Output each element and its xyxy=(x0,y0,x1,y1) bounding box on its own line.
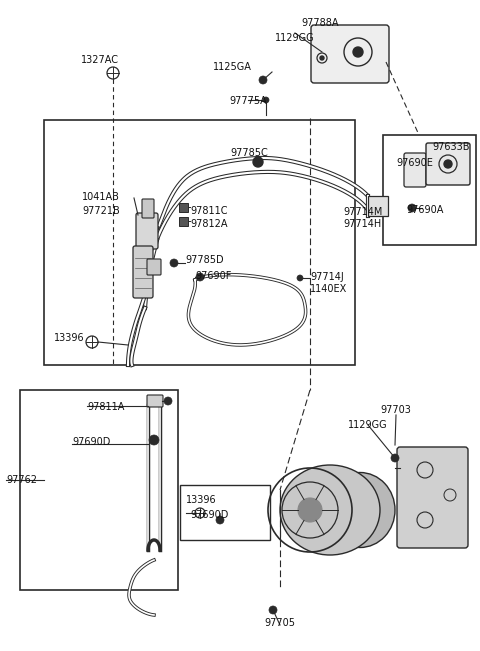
Text: 97714M: 97714M xyxy=(343,207,383,217)
Circle shape xyxy=(164,397,172,405)
Ellipse shape xyxy=(280,465,380,555)
Ellipse shape xyxy=(325,473,395,547)
FancyBboxPatch shape xyxy=(147,259,161,275)
Text: 1140EX: 1140EX xyxy=(310,284,347,294)
Text: 97703: 97703 xyxy=(381,405,411,415)
Bar xyxy=(20,390,178,590)
Bar xyxy=(44,120,355,365)
Circle shape xyxy=(149,435,159,445)
Text: 97812A: 97812A xyxy=(190,219,228,229)
Circle shape xyxy=(269,606,277,614)
Bar xyxy=(179,217,188,226)
FancyBboxPatch shape xyxy=(426,143,470,185)
Text: 97785C: 97785C xyxy=(230,148,268,158)
FancyBboxPatch shape xyxy=(311,25,389,83)
Circle shape xyxy=(196,273,204,281)
Bar xyxy=(383,135,476,245)
Text: 1125GA: 1125GA xyxy=(213,62,252,72)
Circle shape xyxy=(391,454,399,462)
Circle shape xyxy=(298,498,322,522)
Text: 1327AC: 1327AC xyxy=(81,55,119,65)
Text: 97690F: 97690F xyxy=(195,271,231,281)
Text: 97785D: 97785D xyxy=(185,255,224,265)
FancyBboxPatch shape xyxy=(404,153,426,187)
Text: 13396: 13396 xyxy=(186,495,216,505)
Text: 13396: 13396 xyxy=(54,333,84,343)
Circle shape xyxy=(216,516,224,524)
Circle shape xyxy=(297,275,303,281)
Circle shape xyxy=(263,97,269,103)
Text: 97714H: 97714H xyxy=(344,219,382,229)
Text: 97690D: 97690D xyxy=(72,437,110,447)
FancyBboxPatch shape xyxy=(142,199,154,218)
Bar xyxy=(179,203,188,212)
Circle shape xyxy=(408,204,416,212)
Text: 97690D: 97690D xyxy=(190,510,228,520)
Bar xyxy=(180,485,270,540)
FancyBboxPatch shape xyxy=(397,447,468,548)
Text: 97788A: 97788A xyxy=(301,18,339,28)
Circle shape xyxy=(320,56,324,60)
Circle shape xyxy=(353,47,363,57)
Text: 1129GG: 1129GG xyxy=(348,420,388,430)
Text: 97633B: 97633B xyxy=(432,142,470,152)
Circle shape xyxy=(259,76,267,84)
FancyBboxPatch shape xyxy=(133,246,153,298)
Text: 97811C: 97811C xyxy=(190,206,228,216)
Circle shape xyxy=(170,259,178,267)
Text: 97721B: 97721B xyxy=(82,206,120,216)
Text: 97690A: 97690A xyxy=(406,205,444,215)
Text: 1041AB: 1041AB xyxy=(82,192,120,202)
FancyBboxPatch shape xyxy=(136,213,158,249)
Text: 97811A: 97811A xyxy=(87,402,124,412)
Circle shape xyxy=(253,157,263,167)
Text: 97775A: 97775A xyxy=(229,96,267,106)
FancyBboxPatch shape xyxy=(147,395,163,407)
Text: 97762: 97762 xyxy=(6,475,37,485)
Bar xyxy=(368,196,388,216)
Text: 97690E: 97690E xyxy=(396,158,433,168)
Circle shape xyxy=(444,160,452,168)
Text: 97714J: 97714J xyxy=(310,272,344,282)
Text: 1129GG: 1129GG xyxy=(275,33,315,43)
Text: 97705: 97705 xyxy=(264,618,296,628)
